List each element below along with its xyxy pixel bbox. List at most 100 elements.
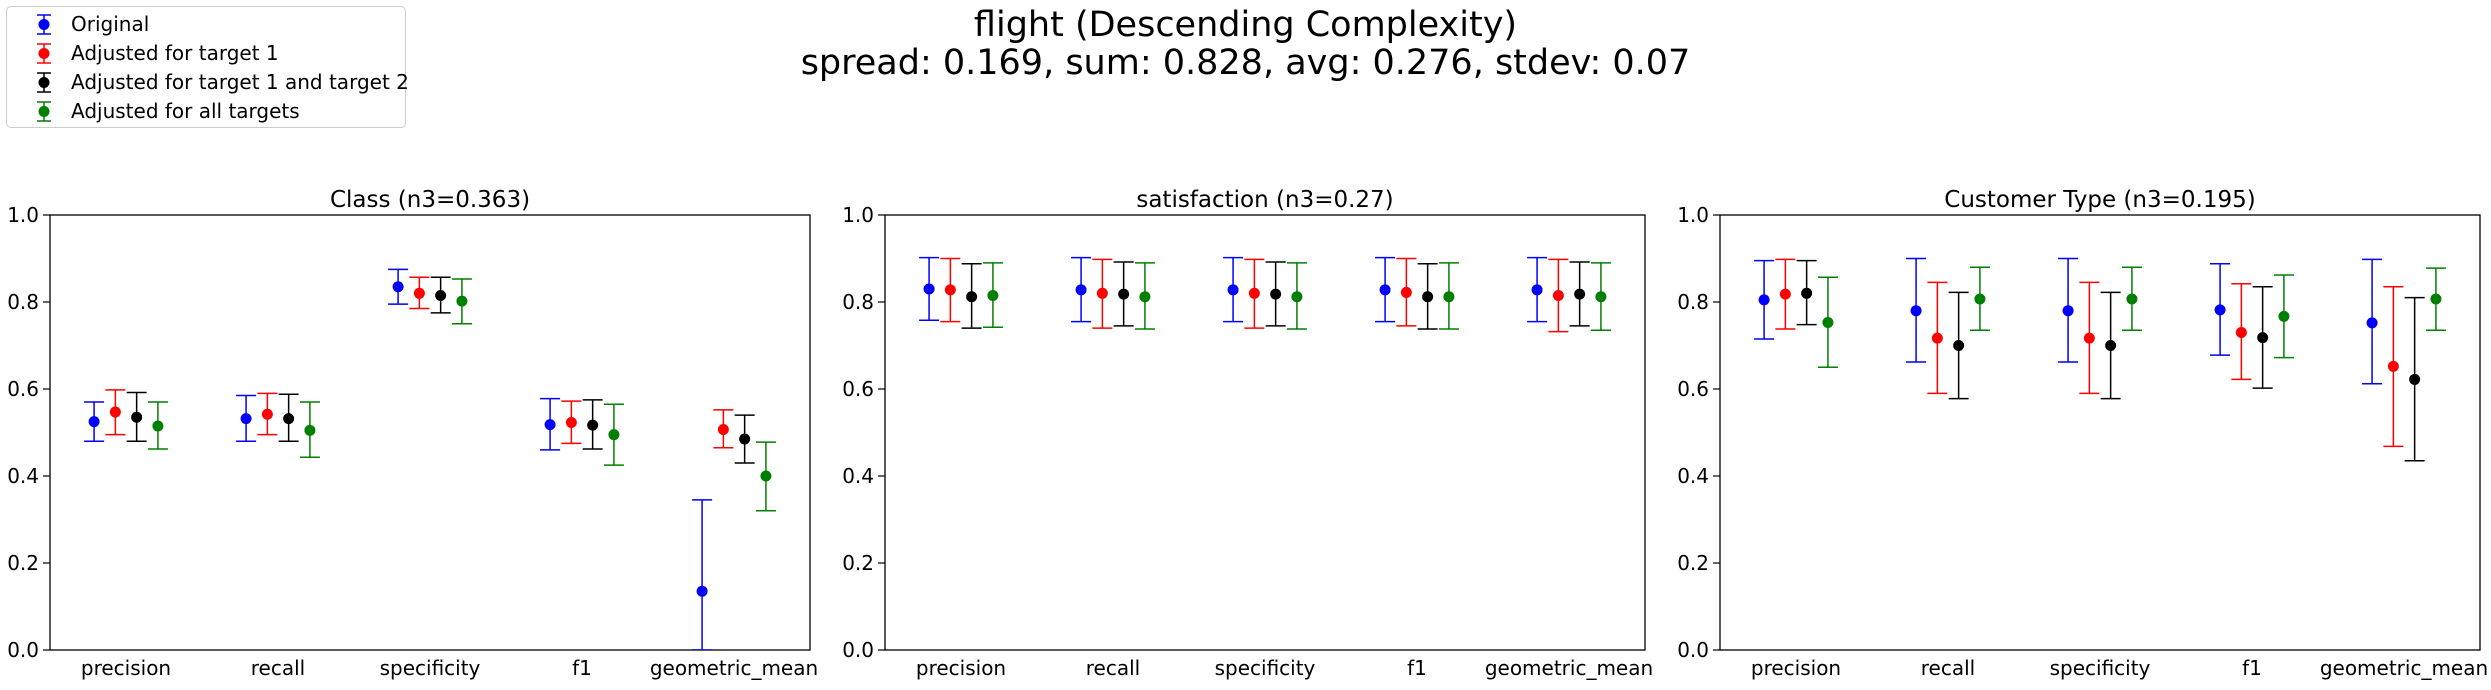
data-point bbox=[1758, 294, 1770, 306]
data-point bbox=[760, 470, 772, 482]
series-2 bbox=[940, 257, 1569, 333]
data-point bbox=[131, 411, 143, 423]
legend-label-all-targets: Adjusted for all targets bbox=[71, 99, 300, 123]
data-point bbox=[304, 424, 316, 436]
data-point bbox=[1096, 287, 1108, 299]
x-tick-label: specificity bbox=[380, 656, 481, 680]
y-tick-label: 0.2 bbox=[842, 551, 874, 575]
legend-marker-target1-2 bbox=[37, 72, 51, 93]
data-point bbox=[435, 289, 447, 301]
data-point bbox=[2214, 304, 2226, 316]
data-point bbox=[1075, 284, 1087, 296]
y-tick-label: 0.4 bbox=[1677, 464, 1709, 488]
data-point bbox=[1400, 286, 1412, 298]
x-tick-label: specificity bbox=[2050, 656, 2151, 680]
axes-frame bbox=[884, 214, 1646, 651]
data-point bbox=[1118, 288, 1130, 300]
data-point bbox=[1595, 291, 1607, 303]
data-point bbox=[608, 429, 620, 441]
data-point bbox=[587, 419, 599, 431]
data-point bbox=[544, 419, 556, 431]
data-point bbox=[1974, 293, 1986, 305]
x-tick-label: geometric_mean bbox=[1485, 656, 1653, 680]
data-point bbox=[283, 413, 295, 425]
data-point bbox=[966, 291, 978, 303]
data-point bbox=[1779, 288, 1791, 300]
data-point bbox=[2387, 360, 2399, 372]
y-tick-label: 0.4 bbox=[7, 464, 39, 488]
data-point bbox=[88, 416, 100, 428]
data-point bbox=[2257, 332, 2269, 344]
legend-marker-target1 bbox=[37, 43, 51, 64]
y-tick-label: 0.8 bbox=[842, 290, 874, 314]
data-point bbox=[1822, 316, 1834, 328]
data-point bbox=[2062, 305, 2074, 317]
x-tick-label: geometric_mean bbox=[2320, 656, 2488, 680]
data-point bbox=[923, 283, 935, 295]
data-point bbox=[2083, 332, 2095, 344]
y-tick-label: 1.0 bbox=[7, 203, 39, 227]
y-tick-label: 0.2 bbox=[7, 551, 39, 575]
series-4 bbox=[147, 278, 776, 512]
series-3 bbox=[961, 261, 1590, 330]
legend-marker-all-targets bbox=[37, 101, 51, 122]
figure-subtitle: spread: 0.169, sum: 0.828, avg: 0.276, s… bbox=[800, 43, 1691, 83]
data-point bbox=[109, 406, 121, 418]
data-point bbox=[1552, 289, 1564, 301]
legend-label-target1: Adjusted for target 1 bbox=[71, 41, 279, 65]
legend-item-target1-2: Adjusted for target 1 and target 2 bbox=[7, 68, 409, 97]
data-point bbox=[1801, 287, 1813, 299]
data-point bbox=[2409, 373, 2421, 385]
axes-frame bbox=[49, 214, 811, 651]
axes-frame bbox=[1719, 214, 2481, 651]
series-3 bbox=[1796, 259, 2425, 462]
data-layer bbox=[1754, 257, 2446, 462]
series-4 bbox=[982, 262, 1611, 332]
x-tick-label: f1 bbox=[1407, 656, 1427, 680]
data-point bbox=[696, 585, 708, 597]
legend-label-target1-2: Adjusted for target 1 and target 2 bbox=[71, 70, 409, 94]
figure-title: flight (Descending Complexity) bbox=[973, 5, 1518, 45]
series-1 bbox=[84, 268, 713, 650]
data-point bbox=[240, 413, 252, 425]
legend-marker-original bbox=[37, 14, 51, 35]
data-layer bbox=[919, 256, 1611, 333]
y-tick-label: 0.2 bbox=[1677, 551, 1709, 575]
series-2 bbox=[1775, 258, 2404, 448]
x-tick-label: recall bbox=[1921, 656, 1975, 680]
subplot-3: Customer Type (n3=0.195) 0.0 0.2 0.4 0.6 0.8 1… bbox=[1677, 187, 2488, 680]
data-point bbox=[2105, 340, 2117, 351]
y-tick-label: 0.6 bbox=[1677, 377, 1709, 401]
y-tick-label: 0.0 bbox=[842, 638, 874, 662]
series-3 bbox=[126, 276, 755, 464]
data-point bbox=[717, 423, 729, 435]
subplot-title: satisfaction (n3=0.27) bbox=[1136, 187, 1393, 213]
x-tick-label: precision bbox=[1751, 656, 1841, 680]
data-point bbox=[1227, 284, 1239, 296]
subplot-1: Class (n3=0.363) 0.0 0.2 0.4 0.6 0.8 1.0 precis… bbox=[7, 187, 818, 680]
series-2 bbox=[105, 276, 734, 449]
data-point bbox=[1291, 291, 1303, 303]
x-tick-label: recall bbox=[1086, 656, 1140, 680]
data-point bbox=[739, 433, 751, 445]
data-point bbox=[2126, 293, 2138, 305]
subplot-title: Customer Type (n3=0.195) bbox=[1944, 187, 2255, 213]
y-tick-label: 0.6 bbox=[7, 377, 39, 401]
data-point bbox=[1422, 291, 1434, 303]
data-point bbox=[392, 281, 404, 293]
data-point bbox=[456, 295, 468, 307]
data-point bbox=[1443, 291, 1455, 303]
legend: Original Adjusted for target 1 Adjusted … bbox=[6, 6, 409, 128]
data-point bbox=[944, 284, 956, 296]
x-tick-label: geometric_mean bbox=[650, 656, 818, 680]
data-point bbox=[2430, 293, 2442, 305]
x-tick-label: specificity bbox=[1215, 656, 1316, 680]
legend-item-target1: Adjusted for target 1 bbox=[7, 39, 405, 68]
series-1 bbox=[1754, 257, 2383, 385]
series-1 bbox=[919, 256, 1548, 323]
y-tick-label: 1.0 bbox=[842, 203, 874, 227]
legend-item-all-targets: Adjusted for all targets bbox=[7, 97, 405, 126]
y-tick-label: 1.0 bbox=[1677, 203, 1709, 227]
x-tick-label: precision bbox=[916, 656, 1006, 680]
